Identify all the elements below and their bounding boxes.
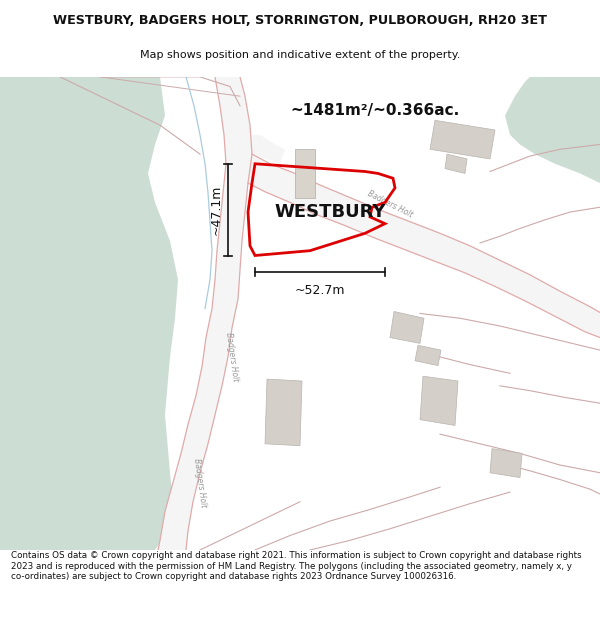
Text: WESTBURY: WESTBURY <box>274 203 386 221</box>
Polygon shape <box>390 311 424 343</box>
Text: ~47.1m: ~47.1m <box>210 184 223 235</box>
Polygon shape <box>445 154 467 173</box>
Text: ~52.7m: ~52.7m <box>295 284 345 296</box>
Polygon shape <box>415 345 441 366</box>
Polygon shape <box>420 376 458 426</box>
Text: Badgers Holt: Badgers Holt <box>224 332 240 382</box>
Polygon shape <box>265 379 302 446</box>
Polygon shape <box>248 154 600 338</box>
Polygon shape <box>0 77 178 550</box>
Polygon shape <box>158 77 252 550</box>
Text: Map shows position and indicative extent of the property.: Map shows position and indicative extent… <box>140 51 460 61</box>
Text: Contains OS data © Crown copyright and database right 2021. This information is : Contains OS data © Crown copyright and d… <box>11 551 581 581</box>
Polygon shape <box>490 449 522 478</box>
Polygon shape <box>295 149 315 198</box>
Text: Badgers Holt: Badgers Holt <box>366 189 414 219</box>
Polygon shape <box>505 77 600 183</box>
Text: Badgers Holt: Badgers Holt <box>192 458 208 508</box>
Polygon shape <box>430 121 495 159</box>
Text: ~1481m²/~0.366ac.: ~1481m²/~0.366ac. <box>290 103 459 118</box>
Polygon shape <box>240 135 285 164</box>
Text: WESTBURY, BADGERS HOLT, STORRINGTON, PULBOROUGH, RH20 3ET: WESTBURY, BADGERS HOLT, STORRINGTON, PUL… <box>53 14 547 28</box>
